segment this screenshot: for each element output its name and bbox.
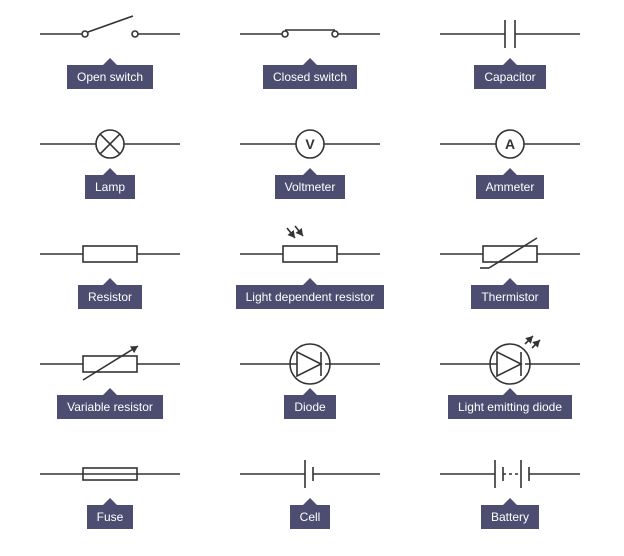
symbol-voltmeter: V Voltmeter [210, 114, 410, 224]
symbol-open-switch: Open switch [10, 4, 210, 114]
symbol-label: Open switch [67, 65, 153, 89]
symbol-label: Closed switch [263, 65, 357, 89]
symbol-svg [225, 4, 395, 60]
label-pointer [503, 278, 517, 285]
label-pointer [303, 498, 317, 505]
label-wrap: Ammeter [476, 168, 545, 199]
symbol-ammeter: A Ammeter [410, 114, 610, 224]
symbol-label: Voltmeter [275, 175, 346, 199]
label-wrap: Open switch [67, 58, 153, 89]
label-pointer [303, 278, 317, 285]
symbol-label: Variable resistor [57, 395, 163, 419]
label-wrap: Variable resistor [57, 388, 163, 419]
symbol-label: Resistor [78, 285, 142, 309]
label-wrap: Resistor [78, 278, 142, 309]
symbol-svg: A [425, 114, 595, 170]
symbol-svg [25, 114, 195, 170]
label-pointer [103, 278, 117, 285]
label-pointer [503, 388, 517, 395]
symbol-cell: Cell [210, 444, 410, 554]
symbol-label: Cell [290, 505, 331, 529]
symbol-battery: Battery [410, 444, 610, 554]
label-pointer [503, 498, 517, 505]
symbol-thermistor: Thermistor [410, 224, 610, 334]
symbol-svg [425, 444, 595, 500]
label-wrap: Light dependent resistor [236, 278, 385, 309]
label-pointer [103, 388, 117, 395]
label-wrap: Fuse [87, 498, 134, 529]
label-pointer [303, 58, 317, 65]
symbol-label: Ammeter [476, 175, 545, 199]
label-pointer [303, 168, 317, 175]
symbol-grid: Open switch Closed switch Capacitor Lamp… [0, 0, 624, 556]
symbol-diode: Diode [210, 334, 410, 444]
symbol-svg [225, 334, 395, 390]
symbol-lamp: Lamp [10, 114, 210, 224]
symbol-svg [225, 224, 395, 280]
symbol-svg [25, 4, 195, 60]
symbol-svg [25, 444, 195, 500]
label-pointer [103, 58, 117, 65]
symbol-svg [25, 334, 195, 390]
symbol-svg [425, 224, 595, 280]
symbol-label: Battery [481, 505, 539, 529]
label-wrap: Battery [481, 498, 539, 529]
label-wrap: Thermistor [471, 278, 548, 309]
symbol-var-resistor: Variable resistor [10, 334, 210, 444]
symbol-capacitor: Capacitor [410, 4, 610, 114]
svg-text:V: V [305, 136, 315, 152]
symbol-label: Lamp [85, 175, 135, 199]
symbol-resistor: Resistor [10, 224, 210, 334]
symbol-label: Light emitting diode [448, 395, 572, 419]
symbol-label: Capacitor [474, 65, 545, 89]
symbol-label: Light dependent resistor [236, 285, 385, 309]
symbol-svg [425, 4, 595, 60]
label-pointer [503, 168, 517, 175]
symbol-led: Light emitting diode [410, 334, 610, 444]
label-wrap: Diode [284, 388, 335, 419]
symbol-fuse: Fuse [10, 444, 210, 554]
label-wrap: Voltmeter [275, 168, 346, 199]
label-pointer [503, 58, 517, 65]
svg-text:A: A [505, 136, 515, 152]
label-wrap: Capacitor [474, 58, 545, 89]
symbol-svg [425, 334, 595, 390]
label-wrap: Light emitting diode [448, 388, 572, 419]
label-pointer [303, 388, 317, 395]
symbol-label: Fuse [87, 505, 134, 529]
symbol-label: Diode [284, 395, 335, 419]
symbol-svg [25, 224, 195, 280]
symbol-closed-switch: Closed switch [210, 4, 410, 114]
symbol-svg: V [225, 114, 395, 170]
label-pointer [103, 168, 117, 175]
label-wrap: Cell [290, 498, 331, 529]
symbol-ldr: Light dependent resistor [210, 224, 410, 334]
symbol-label: Thermistor [471, 285, 548, 309]
label-wrap: Closed switch [263, 58, 357, 89]
label-pointer [103, 498, 117, 505]
label-wrap: Lamp [85, 168, 135, 199]
symbol-svg [225, 444, 395, 500]
